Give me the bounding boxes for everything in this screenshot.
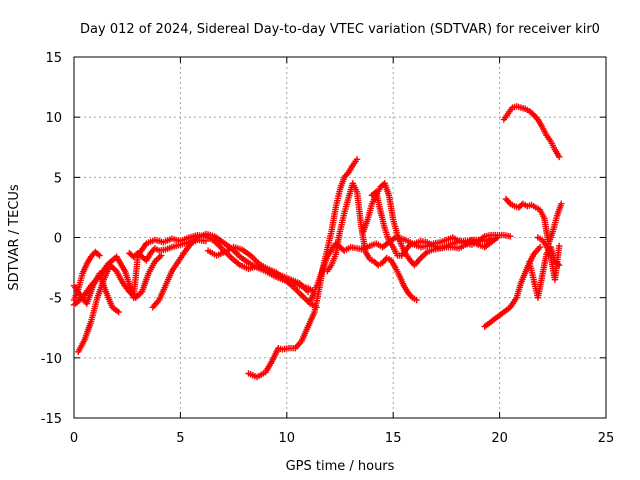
data-point [555,153,563,161]
y-tick-label: -5 [49,292,62,307]
series-s10 [324,180,420,304]
y-tick-label: 5 [54,171,62,186]
data-point [555,242,563,250]
x-tick-label: 20 [491,431,508,446]
data-point [507,233,514,240]
data-point [558,200,565,208]
x-tick-label: 25 [598,431,615,446]
y-tick-label: 10 [45,111,62,126]
data-point [115,308,122,316]
series-s7 [204,243,320,311]
y-tick-label: 15 [45,51,62,66]
data-point [536,243,544,251]
data-point [413,296,420,304]
data-point [487,235,495,242]
series-s6 [149,236,210,311]
series-s15 [502,195,565,247]
axis-ticks: 0 5 10 15 20 25 -15 -10 -5 0 5 10 15 [41,51,615,446]
series-s2 [70,248,103,304]
data-point [94,251,102,258]
x-tick-label: 0 [70,431,78,446]
x-tick-label: 5 [176,431,184,446]
data-point [494,234,501,241]
series-s14 [500,103,563,161]
data-points [70,103,565,381]
y-axis-label: SDTVAR / TECUs [7,184,22,291]
y-tick-label: -10 [41,352,62,367]
y-tick-label: -15 [41,412,62,427]
y-tick-label: 0 [54,232,62,247]
data-point [202,237,210,245]
series-s12 [368,188,495,259]
data-point [96,252,103,259]
data-point [353,156,361,163]
series-s13 [481,243,544,330]
x-tick-label: 15 [385,431,402,446]
x-tick-label: 10 [279,431,296,446]
x-axis-label: GPS time / hours [286,459,395,474]
chart-title: Day 012 of 2024, Sidereal Day-to-day VTE… [80,22,600,37]
series-s17 [534,234,563,283]
